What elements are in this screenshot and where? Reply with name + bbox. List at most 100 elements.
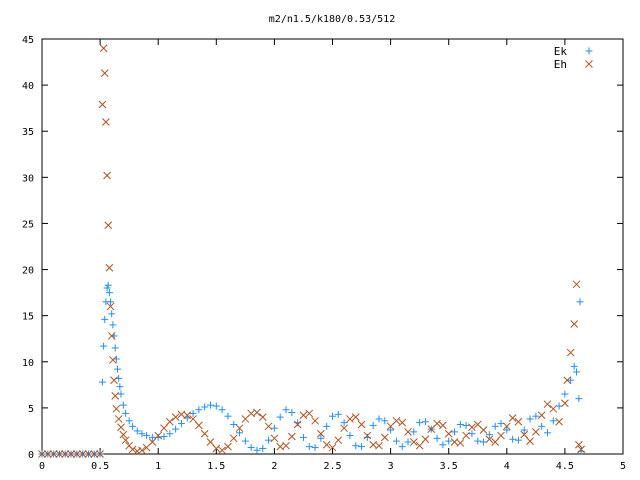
data-point-ek [352,442,360,450]
y-tick-label: 15 [22,312,34,323]
data-point-eh [38,450,46,458]
y-tick-label: 0 [28,450,34,461]
data-point-eh [55,450,64,458]
ticks-layer: 0 0.5 1 1.5 2 2.5 3 3.5 4 4.5 5 0 5 10 15 20 25 30 35 40 45 [22,35,626,472]
data-point-ek [555,402,563,410]
data-point-ek [398,443,406,451]
data-point-eh [334,436,343,445]
data-point-eh [433,419,441,428]
data-point-ek [491,422,499,430]
data-point-eh [351,413,360,421]
data-point-eh [287,432,296,441]
data-point-eh [520,430,529,439]
data-point-ek [117,390,125,398]
data-point-eh [121,436,130,445]
data-point-ek [107,298,115,306]
data-point-eh [299,411,308,420]
x-tick-label: 1.5 [207,461,225,472]
data-point-ek [514,436,522,444]
data-point-ek [421,418,429,426]
data-point-eh [531,428,540,436]
data-point-ek [381,417,389,425]
data-point-ek [451,428,459,436]
data-point-ek [143,432,151,440]
data-point-ek [485,431,493,439]
data-point-eh [128,445,137,454]
data-point-ek [340,419,348,427]
data-point-eh [138,446,146,455]
data-point-ek [253,446,261,454]
data-point-eh [293,420,302,429]
data-point-eh [543,400,552,409]
data-point-eh [305,409,314,418]
data-point-ek [114,365,122,373]
data-point-eh [165,417,174,426]
data-point-eh [106,302,115,311]
data-point-ek [125,417,133,425]
data-point-eh [574,440,583,449]
y-tick-label: 5 [28,404,34,415]
data-point-ek [230,420,238,428]
data-point-ek [323,422,331,430]
data-point-eh [311,416,319,425]
x-tick-label: 1 [155,461,161,472]
data-point-ek [570,362,578,370]
data-point-eh [183,411,192,420]
data-point-ek [109,321,117,329]
data-point-ek [358,443,366,451]
data-point-ek [369,421,377,429]
data-point-eh [96,450,104,458]
data-point-ek [576,298,584,306]
data-point-eh [133,447,142,456]
data-point-ek [375,415,383,423]
data-point-eh [212,444,221,453]
data-point-eh [171,413,180,421]
data-point-eh [537,411,546,420]
data-point-ek [549,417,557,425]
data-point-eh [572,280,581,289]
data-point-ek [311,444,319,452]
data-point-eh [508,414,517,422]
points-layer [38,44,586,458]
data-point-eh [111,392,120,400]
data-point-eh [229,434,238,443]
data-point-ek [575,395,583,403]
data-point-eh [104,221,113,230]
data-point-eh [561,399,569,408]
plot-frame [41,38,624,455]
data-point-ek [439,441,447,449]
y-tick-label: 20 [22,266,34,277]
data-point-eh [526,437,534,445]
data-point-ek [474,437,482,445]
data-point-eh [555,417,563,426]
data-point-eh [112,404,121,413]
y-tick-label: 25 [22,219,34,230]
data-point-eh [322,440,331,449]
x-tick-label: 0.5 [91,461,109,472]
data-point-eh [317,429,325,438]
data-point-ek [392,437,400,445]
data-point-eh [468,423,476,432]
data-point-eh [392,416,401,425]
data-point-eh [282,441,290,450]
data-point-eh [218,446,226,455]
data-point-ek [218,406,226,414]
data-point-eh [189,415,197,423]
data-point-ek [509,435,517,443]
data-point-eh [549,404,558,413]
data-point-ek [160,432,168,440]
data-point-eh [456,439,465,447]
data-point-eh [200,429,209,438]
data-point-ek [98,378,106,386]
data-point-ek [129,422,137,430]
x-tick-label: 3 [388,461,394,472]
data-point-ek [101,315,109,323]
legend-marker-eh [585,60,593,68]
data-point-ek [247,444,255,452]
data-point-eh [73,450,81,458]
data-point-eh [270,434,279,443]
data-point-ek [538,422,546,430]
